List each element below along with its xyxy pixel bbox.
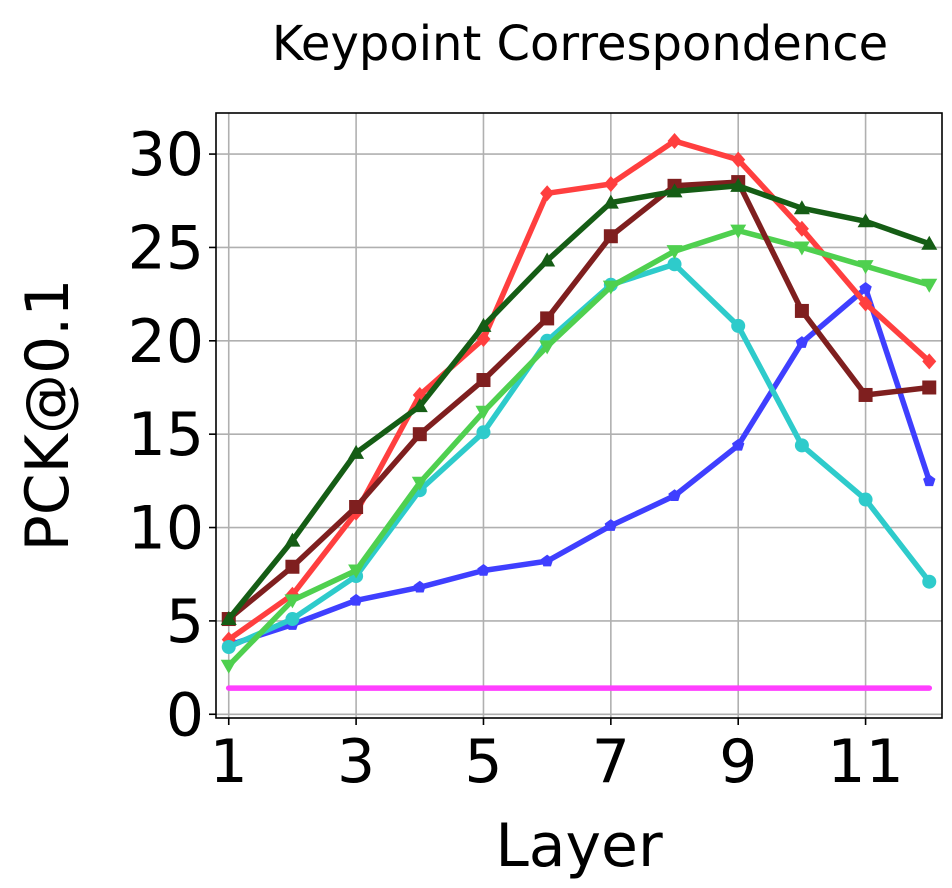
data-point (602, 194, 619, 209)
data-point (602, 280, 619, 295)
data-point (858, 295, 873, 312)
data-point (284, 594, 301, 609)
y-tick-label: 5 (166, 587, 204, 657)
data-point (667, 133, 682, 150)
data-point (921, 278, 938, 293)
series (220, 224, 938, 674)
data-point (794, 220, 809, 237)
y-tick-label: 0 (166, 680, 204, 750)
data-point (732, 438, 745, 451)
data-point (220, 659, 237, 674)
y-tick-label: 30 (128, 120, 204, 190)
series-line (225, 183, 933, 622)
data-point (604, 519, 618, 531)
data-point (476, 425, 491, 440)
data-point (666, 183, 683, 198)
series (221, 133, 937, 648)
x-tick-label: 7 (592, 727, 630, 797)
data-point (476, 373, 491, 388)
y-tick-label: 25 (128, 213, 204, 283)
data-point (413, 580, 426, 593)
grid (216, 113, 942, 718)
x-tick-label: 3 (337, 727, 375, 797)
series-line (225, 138, 933, 643)
data-point (858, 492, 873, 507)
y-tick-label: 15 (128, 400, 204, 470)
data-point (349, 499, 364, 514)
data-point (603, 229, 618, 244)
series (222, 282, 936, 651)
x-tick-label: 5 (464, 727, 502, 797)
data-point (667, 257, 682, 272)
data-point (666, 245, 683, 260)
data-point (412, 427, 427, 442)
data-point (539, 252, 556, 267)
data-point (795, 336, 809, 348)
series (221, 175, 937, 627)
chart-title: Keypoint Correspondence (272, 16, 888, 72)
data-point (859, 282, 872, 294)
series-line (225, 285, 933, 648)
data-point (475, 317, 492, 332)
data-point (476, 330, 491, 347)
data-point (923, 474, 936, 487)
data-point (477, 563, 490, 576)
data-point (730, 177, 747, 192)
data-point (922, 574, 937, 589)
data-point (730, 224, 747, 239)
data-point (285, 612, 300, 627)
data-point (411, 398, 428, 413)
x-tick-label: 11 (827, 727, 903, 797)
data-point (794, 303, 809, 318)
data-point (794, 438, 809, 453)
data-point (220, 611, 237, 626)
ticks: 1 3 5 7 9 11 0 5 10 15 20 25 30 (128, 120, 904, 797)
series-group (220, 133, 938, 691)
data-point (603, 175, 618, 192)
x-axis-label: Layer (495, 811, 663, 881)
data-point (539, 340, 556, 355)
data-point (221, 640, 236, 655)
data-point (922, 353, 937, 370)
data-point (540, 311, 555, 326)
data-point (731, 151, 746, 168)
data-point (921, 235, 938, 250)
data-point (348, 444, 365, 459)
data-point (475, 405, 492, 420)
data-point (793, 200, 810, 215)
data-point (540, 185, 555, 202)
y-tick-label: 20 (128, 307, 204, 377)
series (220, 177, 938, 626)
data-point (858, 387, 873, 402)
data-point (668, 489, 681, 502)
data-point (348, 564, 365, 579)
data-point (349, 593, 363, 606)
data-point (857, 213, 874, 228)
data-point (284, 532, 301, 547)
x-tick-label: 9 (719, 727, 757, 797)
y-tick-label: 10 (128, 494, 204, 564)
series-line (225, 179, 933, 622)
plot-frame (215, 112, 943, 719)
data-point (411, 476, 428, 491)
data-point (922, 380, 937, 395)
x-tick-label: 1 (210, 727, 248, 797)
data-point (285, 559, 300, 574)
data-point (857, 260, 874, 275)
y-axis-label: PCK@0.1 (13, 279, 83, 552)
series-line (225, 227, 933, 669)
data-point (793, 241, 810, 256)
data-point (540, 554, 554, 567)
data-point (731, 318, 746, 333)
